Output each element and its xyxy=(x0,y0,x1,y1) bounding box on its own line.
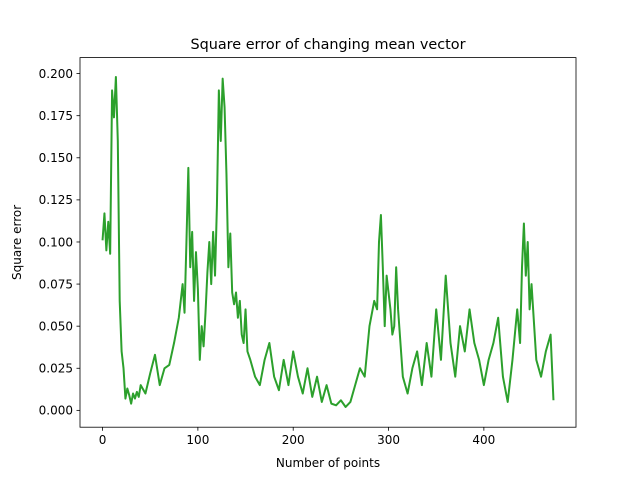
y-tick-label: 0.200 xyxy=(39,67,73,81)
x-tick-label: 100 xyxy=(186,433,209,447)
series-line-0 xyxy=(101,75,555,408)
y-tick-label: 0.075 xyxy=(39,277,73,291)
x-tick-label: 0 xyxy=(99,433,107,447)
y-axis-ticks: 0.000 0.025 0.050 0.075 0.100 0.125 0.150 0.175… xyxy=(39,67,80,418)
x-axis-ticks: 0 100 200 300 400 xyxy=(99,427,495,447)
y-tick-label: 0.125 xyxy=(39,193,73,207)
y-tick-label: 0.025 xyxy=(39,362,73,376)
plot-frame xyxy=(79,57,577,428)
y-tick-label: 0.100 xyxy=(39,235,73,249)
series-layer xyxy=(101,75,555,408)
plot-area xyxy=(80,57,576,428)
x-tick-label: 300 xyxy=(377,433,400,447)
y-tick-label: 0.050 xyxy=(39,319,73,333)
y-tick-label: 0.175 xyxy=(39,109,73,123)
x-tick-label: 200 xyxy=(282,433,305,447)
chart-title: Square error of changing mean vector xyxy=(190,37,465,53)
y-tick-label: 0.000 xyxy=(39,404,73,418)
x-tick-label: 400 xyxy=(472,433,495,447)
y-axis-label: Square error xyxy=(10,205,24,280)
x-axis-label: Number of points xyxy=(276,456,380,470)
y-tick-label: 0.150 xyxy=(39,151,73,165)
